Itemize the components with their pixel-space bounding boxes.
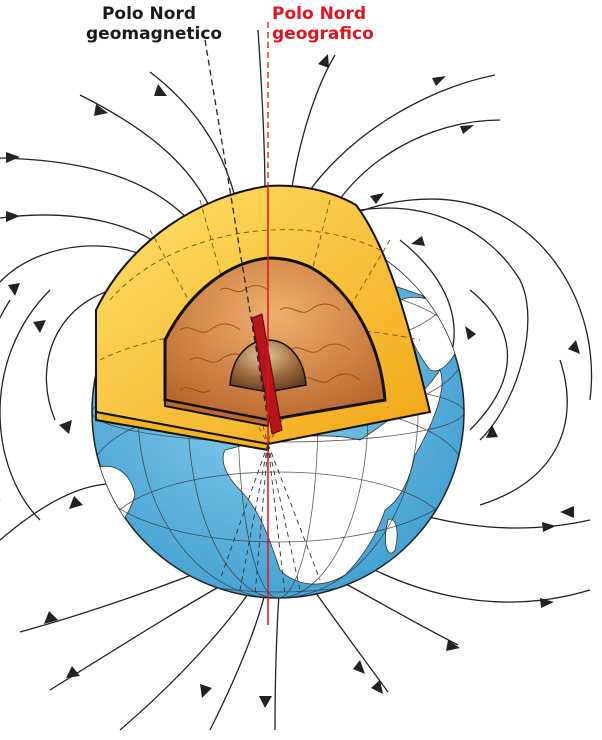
field-arrows — [6, 54, 580, 708]
geographic-label-line2: geografico — [272, 24, 374, 44]
field-arrow — [560, 506, 574, 518]
internal-field-lines — [219, 443, 321, 596]
field-arrow — [6, 211, 20, 222]
field-line — [479, 359, 568, 506]
field-line — [257, 29, 266, 196]
geomagnetic-north-label: Polo Nord geomagnetico — [86, 4, 223, 44]
field-arrow — [66, 666, 80, 678]
field-arrow — [460, 125, 474, 134]
field-arrow — [94, 104, 108, 116]
field-line — [359, 207, 529, 441]
magnetic-axis-bar — [251, 313, 283, 435]
field-arrow — [154, 84, 167, 96]
field-arrow — [432, 76, 446, 86]
madagascar — [385, 518, 398, 554]
field-arrow — [568, 340, 580, 354]
field-arrow — [318, 54, 329, 68]
geomagnetic-axis-line — [204, 39, 269, 421]
field-line — [469, 289, 509, 431]
geomagnetic-label-line2: geomagnetico — [86, 24, 223, 44]
earth-globe — [91, 184, 465, 599]
field-arrow — [69, 496, 83, 509]
geomagnetic-label-line1: Polo Nord — [101, 4, 196, 24]
field-arrow — [59, 420, 72, 434]
field-arrow — [353, 660, 365, 674]
field-line — [339, 198, 593, 401]
field-arrow — [542, 522, 556, 532]
field-line — [299, 74, 496, 206]
field-arrow — [259, 696, 272, 708]
field-arrow — [411, 236, 425, 246]
field-line — [0, 289, 51, 521]
geographic-north-label: Polo Nord geografico — [272, 4, 382, 44]
field-line — [329, 119, 501, 216]
core-swirls — [179, 285, 361, 393]
field-arrow — [486, 425, 498, 438]
field-arrow — [465, 326, 476, 340]
field-arrow — [370, 193, 384, 204]
field-line — [0, 299, 11, 500]
field-arrow — [33, 320, 46, 333]
field-line — [119, 574, 261, 731]
field-line — [289, 54, 336, 201]
field-line — [209, 579, 269, 731]
field-arrow — [540, 598, 554, 608]
field-arrow — [371, 680, 383, 694]
field-arrow — [8, 283, 20, 296]
field-arrow — [446, 640, 460, 651]
geographic-label-line1: Polo Nord — [272, 4, 367, 24]
africa — [222, 369, 443, 585]
field-arrow — [44, 611, 58, 624]
field-line — [274, 579, 281, 731]
field-arrow — [6, 152, 20, 163]
field-arrow — [200, 684, 212, 698]
